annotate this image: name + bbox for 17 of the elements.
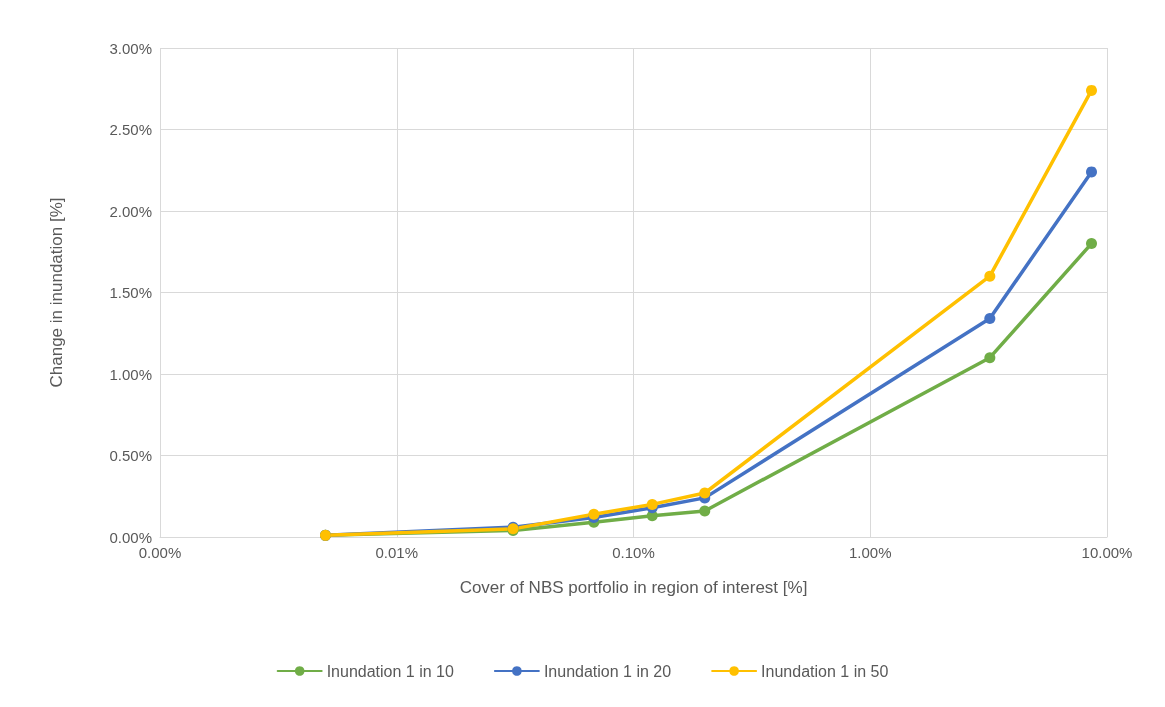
y-tick-label: 3.00% xyxy=(109,39,152,57)
legend-label: Inundation 1 in 10 xyxy=(326,662,454,680)
y-tick-label: 1.50% xyxy=(109,284,152,301)
y-tick-label: 1.00% xyxy=(109,365,152,383)
y-tick-label: 2.00% xyxy=(109,202,152,220)
y-tick-label: 2.50% xyxy=(109,121,152,138)
y-tick-label: 0.50% xyxy=(109,447,152,464)
x-tick-label: 1.00% xyxy=(848,544,892,561)
x-tick-label: 0.01% xyxy=(375,544,419,561)
x-axis-title: Cover of NBS portfolio in region of interest [%] xyxy=(459,578,808,597)
x-tick-label: 0.00% xyxy=(138,544,182,561)
x-tick-label: 0.10% xyxy=(612,544,655,561)
legend-label: Inundation 1 in 20 xyxy=(543,662,672,680)
legend-label: Inundation 1 in 50 xyxy=(761,662,889,680)
x-tick-label: 10.00% xyxy=(1081,544,1133,561)
y-tick-label: 0.00% xyxy=(109,528,152,546)
y-axis-title: Change in inundation [%] xyxy=(47,197,66,388)
